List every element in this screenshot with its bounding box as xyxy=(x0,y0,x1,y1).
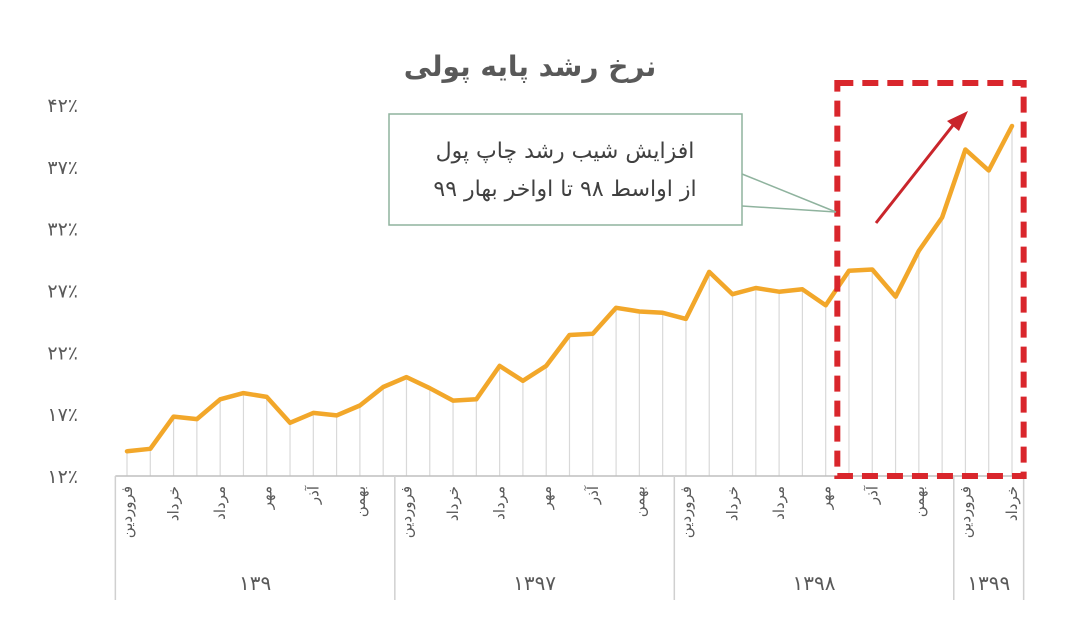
droplines xyxy=(126,126,1013,476)
x-tick-label: فروردین xyxy=(397,486,415,538)
series-group xyxy=(124,123,1015,454)
y-axis: ۱۲٪ ۱۷٪ ۲۲٪ ۲۷٪ ۳۲٪ ۳۷٪ ۴۲٪ xyxy=(47,95,78,488)
x-tick-label: فروردین xyxy=(956,486,974,538)
callout-leader xyxy=(741,173,837,213)
x-tick-label: خرداد xyxy=(444,486,462,521)
year-label: ۱۳۹ xyxy=(239,571,271,595)
trend-arrow-head xyxy=(947,111,968,131)
x-tick-label: مهر xyxy=(258,486,276,510)
callout-leader xyxy=(741,205,837,213)
callout-text-line: از اواسط ۹۸ تا اواخر بهار ۹۹ xyxy=(433,177,696,202)
callout: افزایش شیب رشد چاپ پول از اواسط ۹۸ تا اوا… xyxy=(388,113,837,226)
x-tick-label: فروردین xyxy=(677,486,695,538)
x-tick-label: خرداد xyxy=(724,486,742,521)
y-tick-label: ۲۷٪ xyxy=(47,281,78,303)
y-tick-label: ۲۲٪ xyxy=(47,342,78,364)
x-tick-label: مرداد xyxy=(491,486,509,520)
chart-title: نرخ رشد پایه پولی xyxy=(404,50,657,83)
y-tick-label: ۴۲٪ xyxy=(47,95,78,117)
year-label: ۱۳۹۷ xyxy=(513,571,556,595)
trend-arrow-shaft xyxy=(874,123,956,224)
x-tick-label: آذر xyxy=(584,485,602,505)
series-line xyxy=(124,123,1015,454)
x-tick-label: آذر xyxy=(863,485,881,505)
y-tick-label: ۳۷٪ xyxy=(47,157,78,179)
x-tick-label: بهمن xyxy=(910,486,928,517)
x-tick-label: فروردین xyxy=(118,486,136,538)
y-tick-label: ۱۲٪ xyxy=(47,466,78,488)
year-label: ۱۳۹۸ xyxy=(793,571,836,595)
x-tick-label: مهر xyxy=(537,486,555,510)
x-tick-label: بهمن xyxy=(351,486,369,517)
callout-box xyxy=(388,113,743,226)
highlight-box xyxy=(834,80,1027,479)
x-tick-label: بهمن xyxy=(630,486,648,517)
x-tick-label: مرداد xyxy=(211,486,229,520)
year-label: ۱۳۹۹ xyxy=(967,571,1010,595)
x-tick-label: مهر xyxy=(817,486,835,510)
y-tick-label: ۳۲٪ xyxy=(47,219,78,241)
x-tick-label: خرداد xyxy=(1003,486,1021,521)
x-axis: ۱۳۹ ۱۳۹۷ ۱۳۹۸ ۱۳۹۹ فروردین خرداد مرداد مهر آذر به… xyxy=(114,475,1025,600)
x-tick-label: خرداد xyxy=(165,486,183,521)
y-tick-label: ۱۷٪ xyxy=(47,404,78,426)
x-tick-label: آذر xyxy=(304,485,322,505)
x-tick-label: مرداد xyxy=(770,486,788,520)
highlight-group xyxy=(834,80,1027,479)
callout-text-line: افزایش شیب رشد چاپ پول xyxy=(436,139,695,164)
